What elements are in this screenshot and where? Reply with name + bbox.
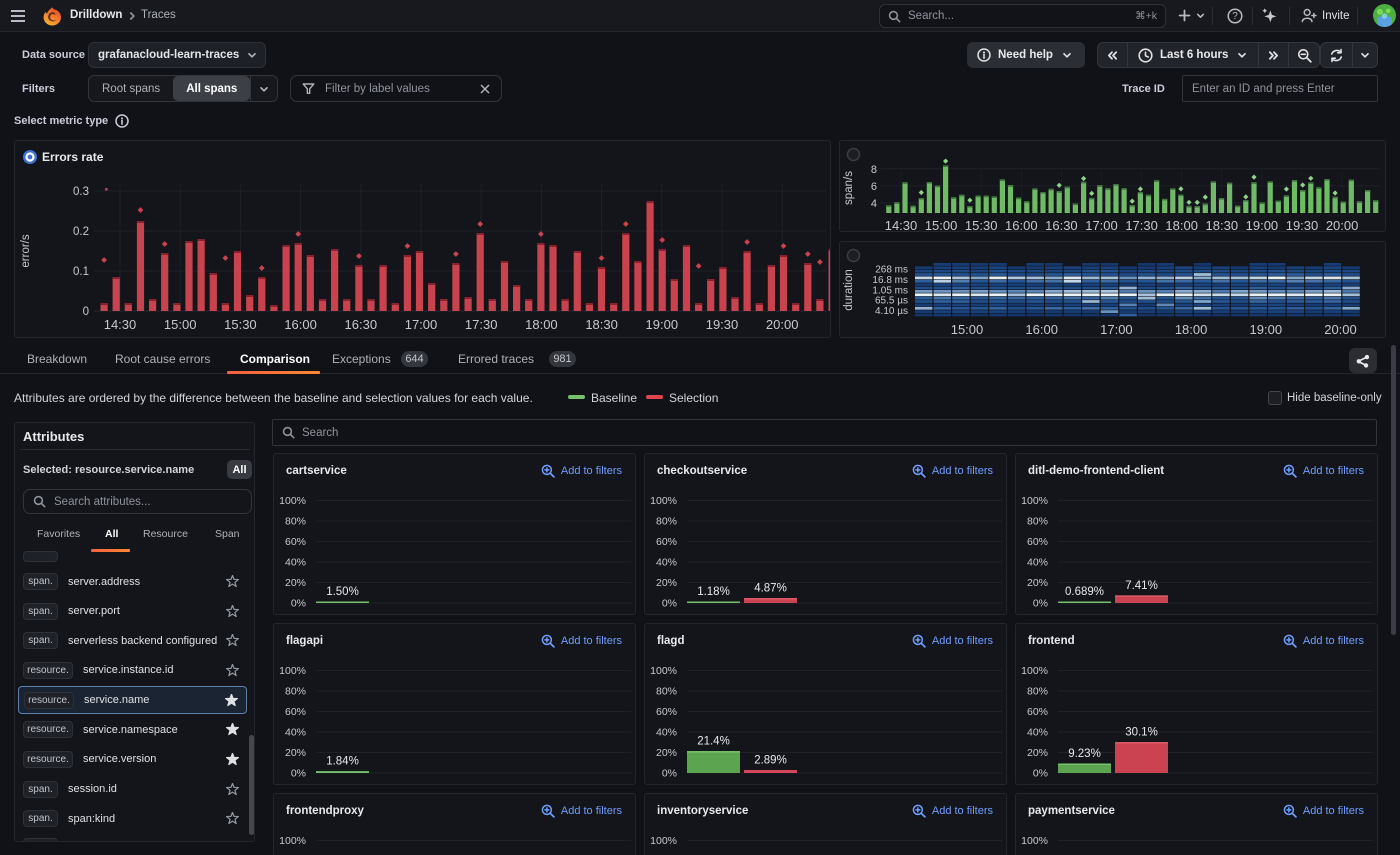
svg-text:20%: 20% — [285, 747, 306, 759]
svg-text:16:00: 16:00 — [284, 317, 317, 332]
svg-text:60%: 60% — [285, 536, 306, 548]
svg-text:80%: 80% — [285, 686, 306, 698]
svg-text:0%: 0% — [662, 768, 677, 780]
svg-text:1.50%: 1.50% — [326, 586, 359, 598]
svg-text:80%: 80% — [656, 686, 677, 698]
svg-text:4.87%: 4.87% — [754, 583, 787, 595]
svg-text:0.3: 0.3 — [73, 186, 89, 198]
svg-text:268 ms: 268 ms — [875, 265, 908, 276]
svg-text:17:00: 17:00 — [405, 317, 438, 332]
svg-text:20:00: 20:00 — [766, 317, 799, 332]
svg-text:span/s: span/s — [843, 171, 855, 205]
svg-text:20%: 20% — [1027, 577, 1048, 589]
svg-text:60%: 60% — [656, 706, 677, 718]
svg-text:0%: 0% — [1033, 768, 1048, 780]
svg-text:100%: 100% — [279, 495, 306, 507]
svg-text:18:00: 18:00 — [1175, 322, 1208, 337]
svg-text:17:30: 17:30 — [1125, 218, 1158, 231]
svg-text:100%: 100% — [650, 665, 677, 677]
svg-text:16:30: 16:30 — [345, 317, 378, 332]
svg-text:18:00: 18:00 — [525, 317, 558, 332]
svg-text:40%: 40% — [656, 557, 677, 569]
svg-text:80%: 80% — [285, 516, 306, 528]
svg-text:80%: 80% — [1027, 516, 1048, 528]
svg-text:16:00: 16:00 — [1005, 218, 1038, 231]
svg-text:40%: 40% — [285, 557, 306, 569]
svg-text:100%: 100% — [1021, 835, 1048, 847]
svg-text:100%: 100% — [650, 835, 677, 847]
svg-text:error/s: error/s — [20, 234, 32, 267]
svg-text:20%: 20% — [1027, 747, 1048, 759]
svg-text:1.18%: 1.18% — [697, 586, 730, 598]
svg-text:0%: 0% — [291, 598, 306, 610]
svg-text:17:00: 17:00 — [1100, 322, 1133, 337]
svg-text:18:30: 18:30 — [1206, 218, 1239, 231]
svg-text:40%: 40% — [656, 727, 677, 739]
svg-text:100%: 100% — [1021, 495, 1048, 507]
svg-text:8: 8 — [871, 164, 877, 176]
svg-text:60%: 60% — [1027, 536, 1048, 548]
svg-text:1.05 ms: 1.05 ms — [872, 285, 908, 296]
svg-text:100%: 100% — [279, 835, 306, 847]
svg-text:4: 4 — [871, 198, 877, 210]
svg-text:30.1%: 30.1% — [1125, 727, 1158, 739]
svg-text:16:30: 16:30 — [1045, 218, 1078, 231]
svg-text:0%: 0% — [662, 598, 677, 610]
svg-text:40%: 40% — [285, 727, 306, 739]
svg-text:9.23%: 9.23% — [1068, 748, 1101, 760]
svg-text:19:00: 19:00 — [1246, 218, 1279, 231]
svg-text:15:00: 15:00 — [164, 317, 197, 332]
svg-text:2.89%: 2.89% — [754, 755, 787, 767]
svg-text:19:30: 19:30 — [1286, 218, 1319, 231]
svg-text:40%: 40% — [1027, 727, 1048, 739]
svg-text:1.84%: 1.84% — [326, 756, 359, 768]
svg-text:?: ? — [1232, 11, 1238, 22]
svg-text:0.1: 0.1 — [73, 266, 89, 278]
svg-text:16.8 ms: 16.8 ms — [872, 275, 908, 286]
svg-text:0%: 0% — [1033, 598, 1048, 610]
svg-text:15:00: 15:00 — [951, 322, 984, 337]
svg-text:20:00: 20:00 — [1326, 218, 1359, 231]
svg-text:80%: 80% — [1027, 686, 1048, 698]
svg-text:19:00: 19:00 — [1250, 322, 1283, 337]
svg-text:100%: 100% — [1021, 665, 1048, 677]
svg-text:17:30: 17:30 — [465, 317, 498, 332]
svg-text:14:30: 14:30 — [104, 317, 137, 332]
svg-text:16:00: 16:00 — [1025, 322, 1058, 337]
svg-text:60%: 60% — [285, 706, 306, 718]
svg-text:4.10 µs: 4.10 µs — [875, 306, 908, 317]
svg-text:0.689%: 0.689% — [1065, 586, 1104, 598]
svg-text:18:30: 18:30 — [585, 317, 618, 332]
svg-text:14:30: 14:30 — [885, 218, 918, 231]
svg-text:duration: duration — [843, 269, 855, 311]
svg-text:19:30: 19:30 — [706, 317, 739, 332]
svg-text:15:30: 15:30 — [224, 317, 257, 332]
svg-text:7.41%: 7.41% — [1125, 580, 1158, 592]
svg-text:0: 0 — [83, 306, 89, 318]
svg-text:21.4%: 21.4% — [697, 736, 730, 748]
svg-text:80%: 80% — [656, 516, 677, 528]
svg-text:40%: 40% — [1027, 557, 1048, 569]
svg-text:100%: 100% — [279, 665, 306, 677]
svg-text:0.2: 0.2 — [73, 226, 89, 238]
svg-text:20%: 20% — [656, 577, 677, 589]
svg-text:0%: 0% — [291, 768, 306, 780]
svg-text:15:30: 15:30 — [965, 218, 998, 231]
svg-text:18:00: 18:00 — [1165, 218, 1198, 231]
svg-text:15:00: 15:00 — [925, 218, 958, 231]
svg-text:19:00: 19:00 — [646, 317, 679, 332]
svg-text:20%: 20% — [656, 747, 677, 759]
svg-text:65.5 µs: 65.5 µs — [875, 296, 908, 307]
svg-text:60%: 60% — [1027, 706, 1048, 718]
svg-text:6: 6 — [871, 181, 877, 193]
svg-text:20:00: 20:00 — [1324, 322, 1357, 337]
svg-text:17:00: 17:00 — [1085, 218, 1118, 231]
svg-text:60%: 60% — [656, 536, 677, 548]
svg-text:100%: 100% — [650, 495, 677, 507]
svg-text:20%: 20% — [285, 577, 306, 589]
